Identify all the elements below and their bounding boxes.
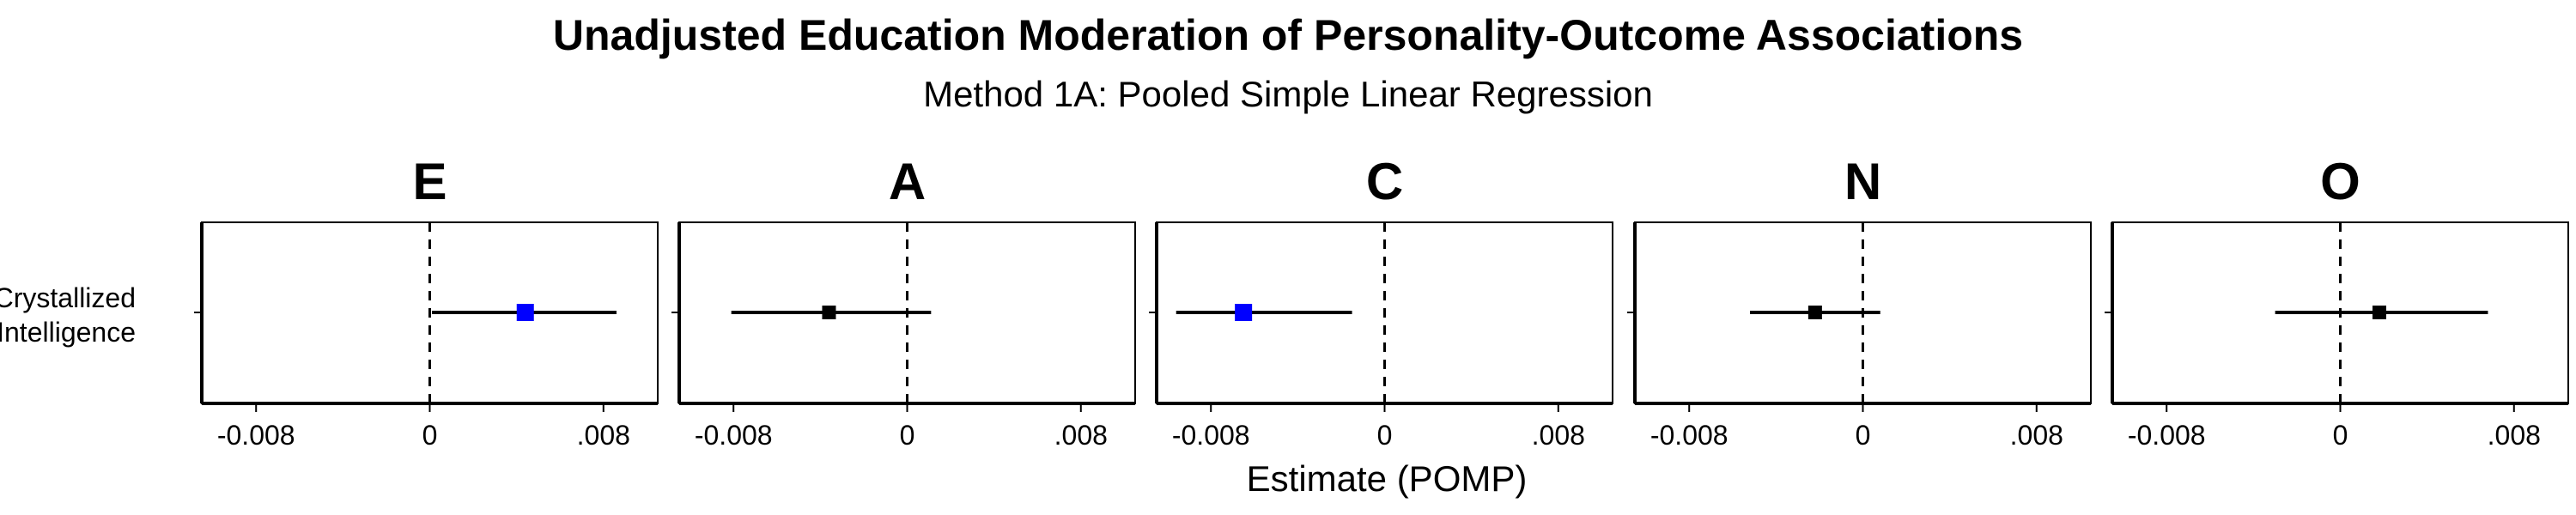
estimate-point [1807,306,1822,319]
x-tick-label: .008 [1532,420,1585,451]
panel-c: C -0.008 0 .008 [1149,153,1613,451]
estimate-point [516,304,534,321]
x-tick-label: 0 [2333,420,2348,451]
panel-label: E [412,153,447,210]
x-tick-label: .008 [2010,420,2063,451]
estimate-point [1235,304,1253,321]
panel-o: O -0.008 0 .008 [2105,153,2569,451]
x-tick-label: 0 [1856,420,1871,451]
panel-n: N -0.008 0 .008 [1627,153,2092,451]
panel-label: N [1844,153,1881,210]
y-category-label-line: Intelligence [0,317,136,348]
y-category-label: Crystallized Intelligence [0,282,136,348]
panel-label: C [1366,153,1403,210]
panels: E -0.008 0 .008 A -0.008 0 .008 C -0.008 0 .008 N -0.… [194,153,2569,451]
chart-subtitle: Method 1A: Pooled Simple Linear Regressi… [923,74,1653,114]
estimate-point [2372,306,2387,319]
panel-e: E -0.008 0 .008 [194,153,659,451]
panel-a: A -0.008 0 .008 [671,153,1136,451]
x-tick-label: -0.008 [217,420,295,451]
chart-title: Unadjusted Education Moderation of Perso… [552,11,2024,59]
x-tick-label: -0.008 [1172,420,1250,451]
estimate-point [822,306,836,319]
x-tick-label: -0.008 [1650,420,1728,451]
x-tick-label: 0 [1377,420,1393,451]
x-tick-label: -0.008 [695,420,773,451]
x-tick-label: .008 [2488,420,2541,451]
x-axis-title: Estimate (POMP) [1247,458,1528,499]
y-category-label-line: Crystallized [0,282,136,313]
panel-label: O [2320,153,2360,210]
x-tick-label: -0.008 [2128,420,2206,451]
x-tick-label: 0 [422,420,438,451]
panel-label: A [889,153,926,210]
x-tick-label: .008 [577,420,630,451]
x-tick-label: .008 [1054,420,1108,451]
x-tick-label: 0 [900,420,915,451]
